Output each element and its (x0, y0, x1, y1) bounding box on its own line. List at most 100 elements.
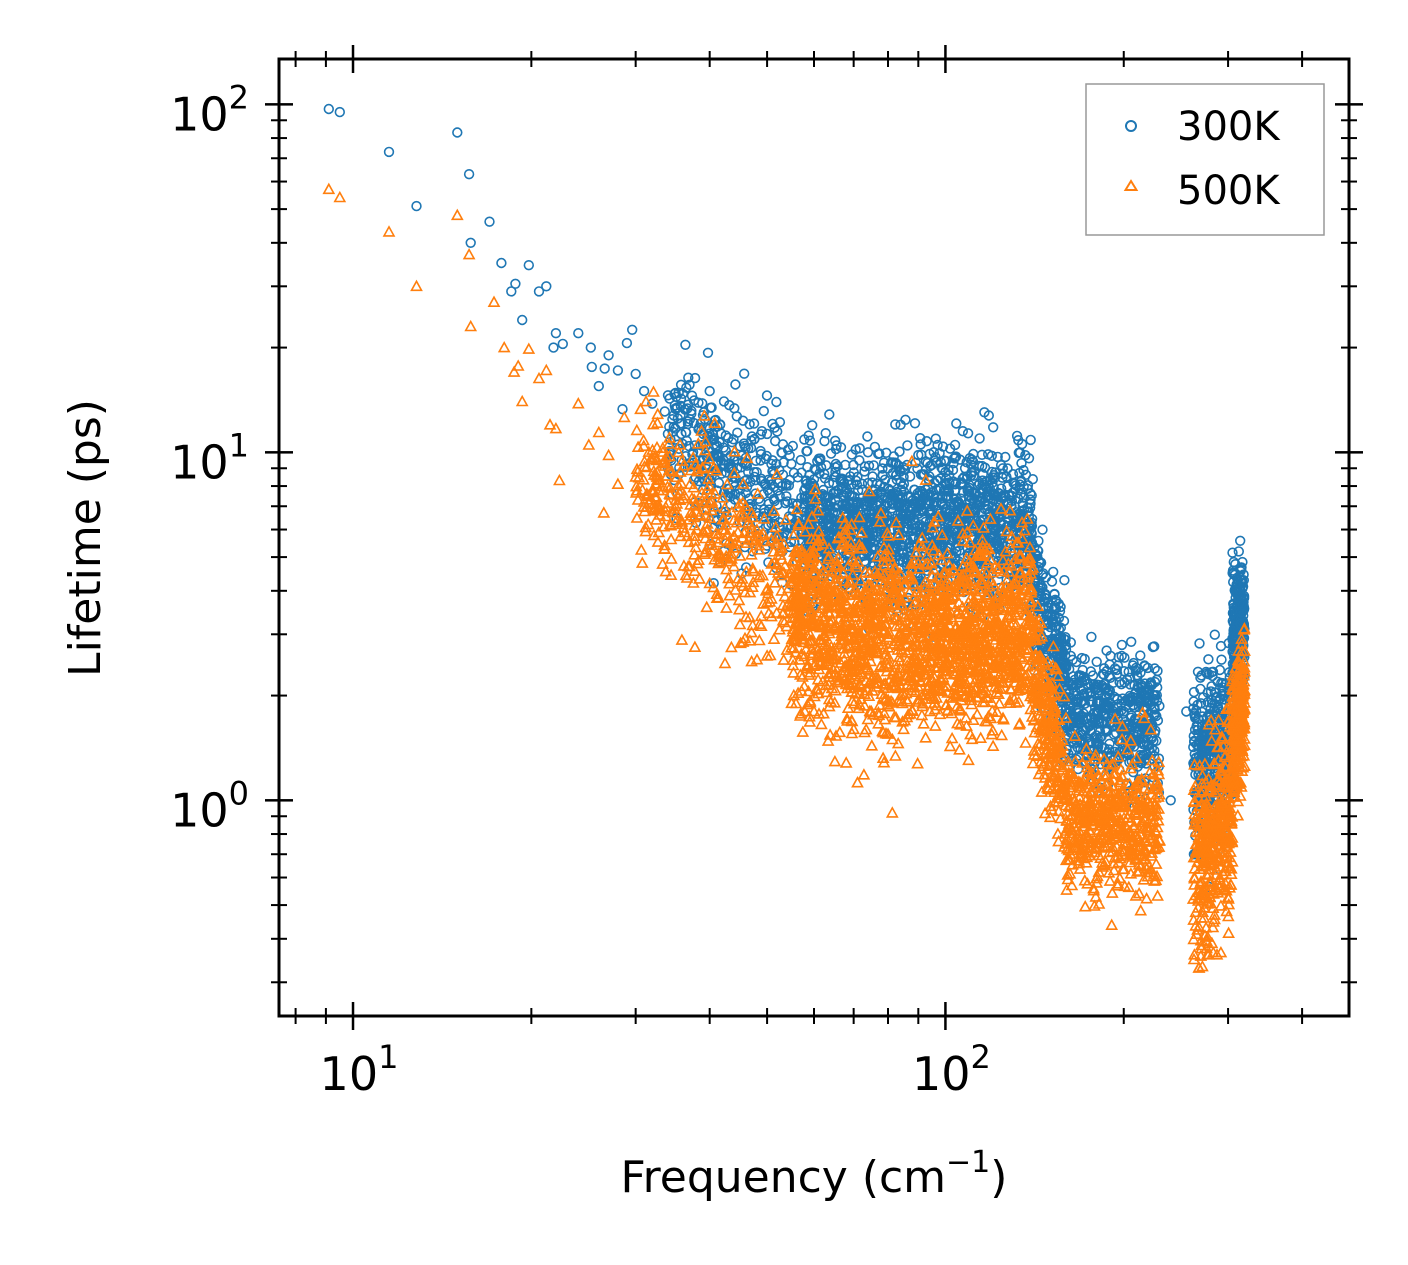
point-300k (761, 390, 773, 401)
point-300k (902, 440, 913, 451)
point-300k (714, 437, 725, 448)
point-300k (806, 420, 818, 431)
point-300k (702, 347, 714, 358)
point-300k (835, 476, 846, 487)
point-300k (851, 479, 863, 490)
point-300k (791, 500, 802, 511)
point-300k (781, 491, 792, 502)
point-300k (774, 417, 786, 428)
point-300k (771, 426, 783, 437)
point-300k (726, 464, 738, 475)
point-300k (683, 372, 694, 383)
point-300k (974, 433, 985, 444)
point-300k (756, 475, 767, 487)
point-300k (962, 428, 974, 439)
point-300k (763, 474, 774, 485)
point-300k (667, 414, 678, 425)
point-300k (676, 418, 687, 429)
point-300k (704, 423, 715, 434)
point-300k (1014, 447, 1026, 458)
point-300k (767, 418, 778, 430)
point-300k (854, 455, 865, 466)
point-300k (696, 398, 708, 409)
point-300k (760, 453, 771, 464)
point-300k (904, 471, 916, 482)
point-300k (674, 462, 685, 473)
point-300k (673, 387, 684, 398)
point-300k (782, 496, 793, 507)
point-300k (686, 390, 698, 401)
point-300k (746, 431, 758, 442)
point-300k (766, 458, 777, 470)
point-300k (949, 525, 960, 536)
point-300k (966, 454, 977, 465)
point-300k (732, 427, 743, 438)
point-300k (824, 409, 835, 420)
point-300k (829, 435, 841, 446)
point-300k (787, 440, 798, 452)
point-300k (982, 449, 994, 460)
point-300k (854, 443, 865, 454)
point-300k (684, 379, 695, 390)
point-300k (987, 422, 999, 433)
point-300k (778, 457, 789, 468)
point-300k (686, 405, 697, 416)
point-300k (680, 339, 691, 350)
point-300k (669, 400, 680, 411)
point-300k (800, 491, 811, 502)
point-300k (801, 446, 812, 457)
point-300k (1025, 434, 1036, 446)
point-300k (976, 449, 988, 460)
point-300k (785, 536, 797, 548)
point-300k (777, 439, 789, 450)
point-300k (755, 455, 766, 466)
point-300k (748, 467, 760, 478)
point-300k (877, 463, 888, 474)
point-300k (888, 499, 899, 510)
point-300k (768, 493, 780, 505)
point-300k (774, 490, 785, 501)
point-300k (989, 467, 1001, 478)
point-300k (915, 439, 926, 450)
point-300k (937, 441, 949, 452)
point-300k (827, 507, 839, 518)
point-300k (730, 379, 741, 390)
point-300k (689, 440, 701, 451)
point-300k (862, 492, 873, 503)
point-300k (890, 419, 901, 430)
point-300k (951, 418, 962, 429)
point-300k (862, 431, 873, 442)
point-300k (706, 402, 717, 413)
point-300k (721, 467, 732, 478)
point-300k (670, 387, 681, 399)
point-300k (758, 405, 769, 417)
point-300k (729, 488, 741, 500)
point-300k (738, 368, 750, 379)
point-300k (781, 480, 792, 491)
point-300k (761, 428, 773, 440)
point-300k (1011, 430, 1023, 442)
point-300k (693, 397, 704, 408)
point-300k (943, 464, 954, 476)
point-300k (948, 458, 959, 469)
point-300k (720, 430, 731, 441)
point-300k (669, 388, 680, 400)
point-300k (711, 515, 723, 527)
point-300k (895, 419, 906, 430)
point-300k (979, 407, 990, 418)
point-300k (987, 472, 998, 483)
point-300k (897, 557, 909, 568)
point-300k (819, 436, 830, 447)
point-300k (1020, 450, 1031, 461)
point-300k (675, 393, 687, 404)
point-300k (719, 459, 730, 471)
point-300k (737, 415, 749, 426)
point-300k (910, 507, 921, 518)
point-300k (748, 418, 760, 429)
point-300k (923, 475, 935, 486)
point-300k (771, 396, 782, 408)
point-300k (804, 435, 816, 446)
point-300k (689, 372, 701, 384)
point-300k (914, 433, 926, 444)
